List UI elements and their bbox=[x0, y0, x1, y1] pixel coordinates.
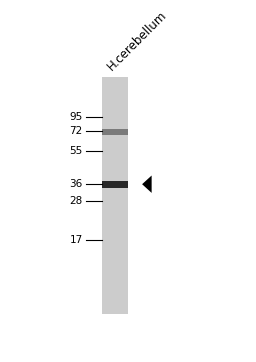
Text: 17: 17 bbox=[69, 235, 83, 245]
Bar bbox=[102, 181, 128, 188]
Polygon shape bbox=[142, 176, 152, 193]
Text: 28: 28 bbox=[69, 196, 83, 206]
Text: 72: 72 bbox=[69, 126, 83, 136]
Text: H.cerebellum: H.cerebellum bbox=[105, 8, 170, 73]
Bar bbox=[102, 129, 128, 135]
Text: 36: 36 bbox=[69, 179, 83, 189]
Bar bbox=[102, 77, 128, 314]
Text: 95: 95 bbox=[69, 112, 83, 122]
Text: 55: 55 bbox=[69, 146, 83, 156]
